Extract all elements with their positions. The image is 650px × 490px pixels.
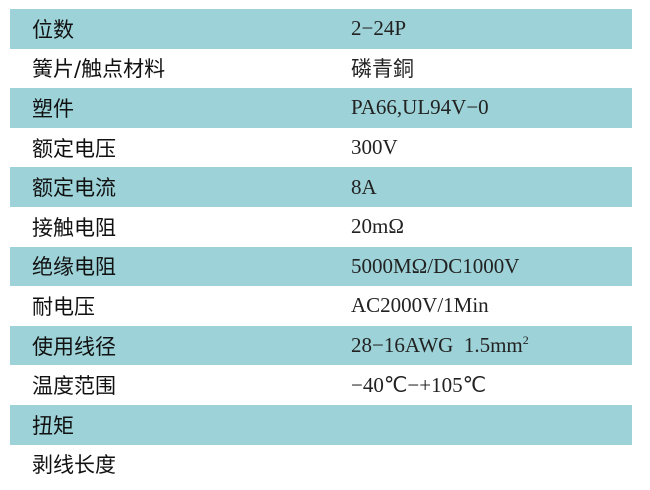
spec-value-text: 磷青銅 xyxy=(351,57,414,82)
spec-value-text: 300V xyxy=(351,135,398,160)
spec-label: 塑件 xyxy=(32,96,74,121)
spec-label: 剥线长度 xyxy=(32,453,116,478)
table-row: 剥线长度 xyxy=(10,445,632,485)
spec-value: −40℃−+105℃ xyxy=(351,373,486,398)
spec-value-text: 20mΩ xyxy=(351,214,404,239)
spec-value: 300V xyxy=(351,135,398,160)
spec-label: 额定电流 xyxy=(32,176,116,201)
spec-value-text: 2−24P xyxy=(351,16,407,41)
spec-table: 位数 2−24P 簧片/触点材料 磷青銅 塑件 PA66,UL94V−0 额定电压 300V 额… xyxy=(10,9,632,484)
spec-label: 耐电压 xyxy=(32,294,95,319)
spec-value-text: 8A xyxy=(351,174,377,199)
table-row: 塑件 PA66,UL94V−0 xyxy=(10,88,632,128)
spec-label: 扭矩 xyxy=(32,413,74,438)
table-row: 额定电压 300V xyxy=(10,128,632,168)
table-row: 额定电流 8A xyxy=(10,167,632,207)
spec-value: 28−16AWG 1.5mm2 xyxy=(351,333,529,358)
spec-value: PA66,UL94V−0 xyxy=(351,95,489,120)
spec-label: 位数 xyxy=(32,17,74,42)
table-row: 绝缘电阻 5000MΩ/DC1000V xyxy=(10,246,632,287)
spec-value-text: −40℃−+105℃ xyxy=(351,372,487,397)
spec-label: 温度范围 xyxy=(32,374,116,399)
spec-value-text: PA66,UL94V−0 xyxy=(351,95,489,120)
spec-label: 绝缘电阻 xyxy=(32,255,116,280)
spec-label: 额定电压 xyxy=(32,136,116,161)
table-row: 使用线径 28−16AWG 1.5mm2 xyxy=(10,325,632,366)
spec-value-text: AC2000V/1Min xyxy=(351,293,489,318)
table-row: 耐电压 AC2000V/1Min xyxy=(10,286,632,326)
spec-label: 接触电阻 xyxy=(32,215,116,240)
spec-label: 使用线径 xyxy=(32,334,116,359)
table-row: 位数 2−24P xyxy=(10,9,632,49)
spec-value: 5000MΩ/DC1000V xyxy=(351,254,519,279)
table-row: 接触电阻 20mΩ xyxy=(10,207,632,247)
spec-value: 20mΩ xyxy=(351,214,404,239)
superscript: 2 xyxy=(522,333,529,348)
spec-value: AC2000V/1Min xyxy=(351,293,489,318)
spec-value: 8A xyxy=(351,175,377,200)
spec-value: 磷青銅 xyxy=(351,53,414,83)
spec-value-text: 5000MΩ/DC1000V xyxy=(351,253,520,278)
table-row: 温度范围 −40℃−+105℃ xyxy=(10,365,632,405)
spec-label: 簧片/触点材料 xyxy=(32,57,166,82)
spec-value-text: 28−16AWG 1.5mm xyxy=(351,333,523,358)
table-row: 扭矩 xyxy=(10,404,632,445)
table-row: 簧片/触点材料 磷青銅 xyxy=(10,49,632,89)
spec-value: 2−24P xyxy=(351,16,406,41)
